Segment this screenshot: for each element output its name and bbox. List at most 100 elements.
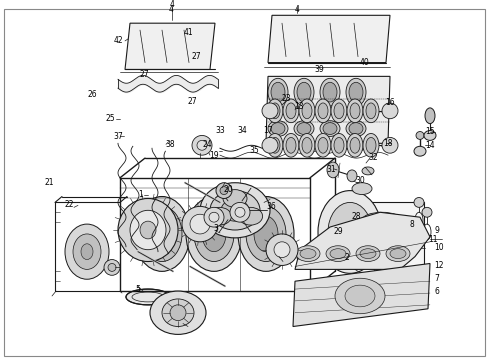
Ellipse shape: [286, 103, 296, 119]
Ellipse shape: [366, 138, 376, 153]
Ellipse shape: [283, 99, 299, 123]
Ellipse shape: [221, 199, 249, 221]
Ellipse shape: [424, 131, 436, 140]
Text: 39: 39: [314, 66, 324, 75]
Ellipse shape: [216, 183, 232, 198]
Ellipse shape: [368, 233, 396, 243]
Ellipse shape: [162, 299, 194, 327]
Ellipse shape: [350, 138, 360, 153]
Ellipse shape: [108, 264, 116, 271]
Ellipse shape: [271, 82, 285, 102]
Text: 17: 17: [264, 126, 273, 135]
Ellipse shape: [210, 190, 260, 230]
Text: 28: 28: [352, 212, 361, 221]
Text: 12: 12: [434, 261, 443, 270]
Ellipse shape: [382, 138, 398, 153]
Ellipse shape: [335, 278, 385, 314]
Text: 24: 24: [203, 140, 213, 149]
Ellipse shape: [270, 103, 280, 119]
Ellipse shape: [326, 246, 350, 261]
Text: 5: 5: [135, 285, 140, 294]
Ellipse shape: [425, 108, 435, 123]
Polygon shape: [125, 23, 215, 69]
Ellipse shape: [190, 214, 210, 234]
Ellipse shape: [230, 202, 250, 222]
Ellipse shape: [352, 183, 372, 194]
Ellipse shape: [368, 251, 396, 261]
Ellipse shape: [363, 99, 379, 123]
Ellipse shape: [297, 82, 311, 102]
Text: 16: 16: [385, 98, 395, 107]
Ellipse shape: [347, 170, 357, 182]
Text: 29: 29: [333, 227, 343, 236]
Text: 14: 14: [425, 141, 435, 150]
Ellipse shape: [200, 183, 270, 238]
Polygon shape: [266, 76, 390, 143]
Polygon shape: [295, 212, 430, 269]
Ellipse shape: [262, 138, 278, 153]
Ellipse shape: [270, 138, 280, 153]
Text: 33: 33: [216, 126, 225, 135]
Ellipse shape: [350, 103, 360, 119]
Ellipse shape: [197, 140, 207, 150]
Ellipse shape: [318, 190, 382, 273]
Ellipse shape: [349, 123, 363, 135]
Ellipse shape: [300, 249, 316, 258]
Ellipse shape: [150, 291, 206, 334]
Text: 20: 20: [223, 185, 233, 194]
Ellipse shape: [223, 190, 247, 207]
Text: 41: 41: [183, 28, 193, 37]
Text: 10: 10: [434, 243, 444, 252]
Ellipse shape: [134, 197, 190, 271]
Text: 30: 30: [356, 176, 366, 185]
Ellipse shape: [238, 197, 294, 271]
Text: 18: 18: [383, 139, 392, 148]
Ellipse shape: [299, 134, 315, 157]
Text: 31: 31: [326, 165, 336, 174]
Ellipse shape: [362, 167, 374, 175]
Ellipse shape: [254, 216, 278, 252]
Text: 4: 4: [169, 5, 174, 14]
Text: 4: 4: [170, 0, 174, 9]
Ellipse shape: [362, 248, 402, 264]
Ellipse shape: [150, 216, 174, 252]
Text: 27: 27: [187, 97, 197, 106]
Ellipse shape: [267, 99, 283, 123]
Ellipse shape: [356, 246, 380, 261]
Text: 34: 34: [237, 126, 247, 135]
Text: 27: 27: [191, 52, 201, 61]
Ellipse shape: [323, 82, 337, 102]
Ellipse shape: [294, 78, 314, 106]
Ellipse shape: [140, 221, 156, 239]
Text: 6: 6: [434, 287, 439, 296]
Text: 32: 32: [368, 153, 378, 162]
Ellipse shape: [327, 162, 339, 178]
Text: 7: 7: [434, 274, 439, 283]
Text: 9: 9: [434, 225, 439, 234]
Ellipse shape: [362, 230, 402, 246]
Polygon shape: [268, 15, 390, 63]
Ellipse shape: [239, 207, 263, 225]
Bar: [356, 202, 424, 291]
Ellipse shape: [286, 138, 296, 153]
Ellipse shape: [318, 103, 328, 119]
Text: 21: 21: [45, 178, 54, 187]
Ellipse shape: [266, 234, 298, 265]
Ellipse shape: [328, 202, 372, 261]
Ellipse shape: [65, 224, 109, 279]
Ellipse shape: [267, 134, 283, 157]
Ellipse shape: [416, 131, 424, 139]
Ellipse shape: [414, 146, 426, 156]
Ellipse shape: [182, 206, 218, 242]
Ellipse shape: [422, 207, 432, 217]
Ellipse shape: [386, 246, 410, 261]
Text: 35: 35: [249, 145, 259, 154]
Polygon shape: [126, 289, 170, 305]
Ellipse shape: [330, 249, 346, 258]
Ellipse shape: [414, 198, 424, 207]
Ellipse shape: [202, 216, 226, 252]
Text: 3: 3: [213, 224, 218, 233]
Ellipse shape: [363, 134, 379, 157]
Text: 15: 15: [425, 127, 435, 136]
Ellipse shape: [130, 210, 166, 250]
